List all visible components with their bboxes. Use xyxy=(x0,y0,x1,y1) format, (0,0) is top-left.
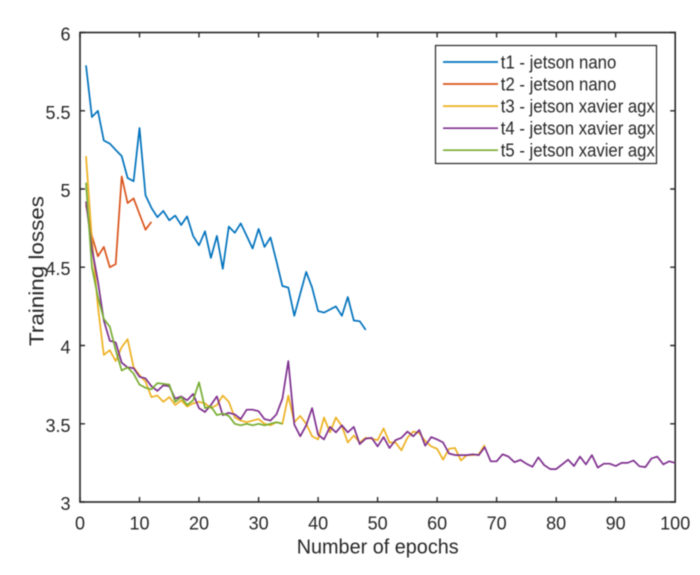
svg-text:3: 3 xyxy=(60,494,70,514)
svg-text:t5 - jetson xavier agx: t5 - jetson xavier agx xyxy=(501,141,655,161)
svg-text:Number of epochs: Number of epochs xyxy=(297,537,459,559)
svg-text:60: 60 xyxy=(427,514,447,534)
svg-text:3.5: 3.5 xyxy=(45,416,70,436)
svg-text:0: 0 xyxy=(75,514,85,534)
svg-text:80: 80 xyxy=(546,514,566,534)
svg-text:t1 - jetson nano: t1 - jetson nano xyxy=(501,52,617,72)
svg-text:30: 30 xyxy=(249,514,269,534)
svg-text:Training losses: Training losses xyxy=(27,196,49,346)
svg-text:70: 70 xyxy=(487,514,507,534)
svg-text:t3 - jetson xavier agx: t3 - jetson xavier agx xyxy=(501,96,655,116)
svg-text:5.5: 5.5 xyxy=(45,103,70,123)
svg-text:t4 - jetson xavier agx: t4 - jetson xavier agx xyxy=(501,119,655,139)
svg-text:6: 6 xyxy=(60,25,70,45)
svg-text:20: 20 xyxy=(189,514,209,534)
svg-text:5: 5 xyxy=(60,181,70,201)
svg-text:t2 - jetson nano: t2 - jetson nano xyxy=(501,74,617,94)
svg-text:100: 100 xyxy=(660,514,690,534)
svg-text:4.5: 4.5 xyxy=(45,259,70,279)
svg-text:10: 10 xyxy=(129,514,149,534)
svg-text:4: 4 xyxy=(60,338,70,358)
svg-text:90: 90 xyxy=(606,514,626,534)
svg-text:40: 40 xyxy=(308,514,328,534)
svg-text:50: 50 xyxy=(368,514,388,534)
